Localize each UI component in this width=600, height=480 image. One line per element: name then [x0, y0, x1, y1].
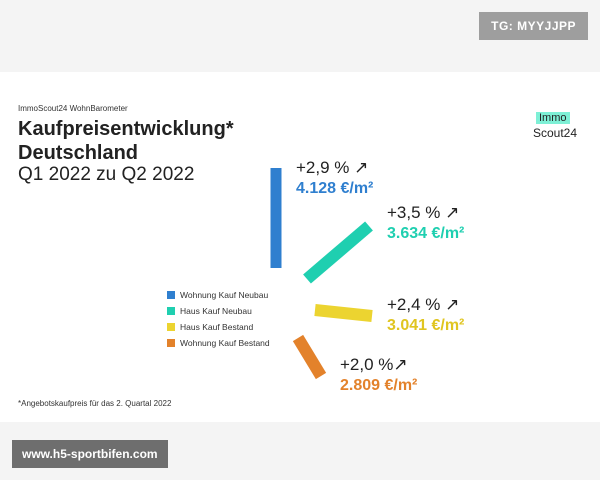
period: Q1 2022 zu Q2 2022	[18, 164, 195, 185]
change: +2,4 % ↗	[387, 295, 460, 314]
legend-label: Haus Kauf Bestand	[180, 322, 254, 332]
price: 2.809 €/m²	[340, 377, 418, 394]
bar	[292, 334, 327, 380]
watermark: www.h5-sportbifen.com	[12, 440, 168, 468]
legend-label: Haus Kauf Neubau	[180, 306, 252, 316]
legend-swatch	[167, 291, 175, 299]
change: +2,0 %↗	[340, 355, 408, 374]
bar	[314, 304, 373, 322]
subtitle: Deutschland	[18, 142, 139, 164]
logo-top: Immo	[536, 112, 570, 124]
price: 3.041 €/m²	[387, 317, 465, 334]
kicker: ImmoScout24 WohnBarometer	[18, 104, 128, 113]
bar	[303, 221, 373, 284]
legend-swatch	[167, 323, 175, 331]
logo-bottom: Scout24	[533, 126, 578, 140]
price: 3.634 €/m²	[387, 225, 465, 242]
price: 4.128 €/m²	[296, 180, 374, 197]
change: +3,5 % ↗	[387, 203, 460, 222]
change: +2,9 % ↗	[296, 158, 369, 177]
legend-label: Wohnung Kauf Neubau	[180, 290, 269, 300]
footnote: *Angebotskaufpreis für das 2. Quartal 20…	[18, 399, 172, 408]
badge: TG: MYYJJPP	[479, 12, 588, 40]
legend-swatch	[167, 339, 175, 347]
title: Kaufpreisentwicklung*	[18, 118, 234, 140]
card	[0, 72, 600, 422]
legend-label: Wohnung Kauf Bestand	[180, 338, 270, 348]
legend-swatch	[167, 307, 175, 315]
